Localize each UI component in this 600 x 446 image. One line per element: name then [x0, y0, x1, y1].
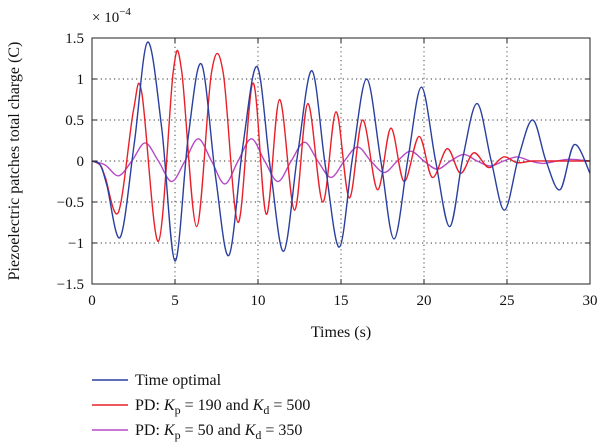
- legend-label-pd-50-350-mid: = 50 and: [181, 422, 245, 439]
- series-line-1: [91, 49, 590, 243]
- x-tick-label-0: 0: [88, 293, 96, 309]
- y-tick-label-6: 1.5: [65, 31, 84, 47]
- legend: Time optimal PD: Kp = 190 and Kd = 500 P…: [92, 372, 310, 442]
- legend-label-pd-190-500-post: = 500: [269, 397, 310, 414]
- legend-label-pd-190-500: PD: Kp = 190 and Kd = 500: [135, 397, 310, 417]
- y-tick-label-3: 0: [77, 154, 85, 170]
- y-axis-label: Piezoelectric patches total charge (C): [6, 42, 23, 281]
- x-tick-label-6: 30: [583, 293, 598, 309]
- y-tick-label-4: 0.5: [65, 113, 84, 129]
- x-tick-label-2: 10: [251, 293, 266, 309]
- x-tick-label-3: 15: [334, 293, 349, 309]
- y-tick-label-1: −1: [68, 236, 84, 252]
- legend-label-pd-50-350-s1: p: [175, 428, 181, 442]
- legend-item-pd-190-500: PD: Kp = 190 and Kd = 500: [92, 397, 310, 417]
- legend-label-pd-190-500-s1: p: [175, 403, 181, 417]
- legend-label-pd-190-500-k1: K: [163, 397, 176, 414]
- y-multiplier-exponent: −4: [119, 6, 131, 18]
- legend-label-pd-190-500-k2: K: [252, 397, 265, 414]
- series-line-2: [91, 138, 591, 185]
- legend-label-pd-50-350-k2: K: [244, 422, 257, 439]
- y-multiplier-base: × 10: [92, 10, 119, 26]
- legend-item-pd-50-350: PD: Kp = 50 and Kd = 350: [92, 422, 302, 442]
- x-tick-label-5: 25: [500, 293, 515, 309]
- legend-label-pd-190-500-s2: d: [263, 403, 269, 417]
- legend-label-pd-190-500-mid: = 190 and: [181, 397, 253, 414]
- x-axis-label: Times (s): [311, 324, 371, 341]
- y-tick-label-5: 1: [77, 72, 85, 88]
- y-multiplier: × 10−4: [92, 6, 131, 26]
- legend-label-pd-50-350-k1: K: [163, 422, 176, 439]
- legend-label-pd-50-350: PD: Kp = 50 and Kd = 350: [135, 422, 302, 442]
- y-tick-label-0: −1.5: [57, 277, 84, 293]
- series-line-0: [91, 41, 591, 262]
- legend-label-pd-50-350-pre: PD:: [135, 422, 164, 439]
- axis-ticks: 0 5 10 15 20 25 30 −1.5 −1 −0.5 0 0.5 1 1.5: [57, 31, 598, 309]
- legend-label-pd-190-500-pre: PD:: [135, 397, 164, 414]
- legend-label-pd-50-350-post: = 350: [261, 422, 302, 439]
- x-tick-label-1: 5: [171, 293, 179, 309]
- x-tick-label-4: 20: [417, 293, 432, 309]
- y-tick-label-2: −0.5: [57, 195, 84, 211]
- legend-item-time-optimal: Time optimal: [92, 372, 222, 389]
- series-lines: [91, 41, 591, 262]
- legend-label-time-optimal: Time optimal: [135, 372, 222, 389]
- legend-label-pd-50-350-s2: d: [255, 428, 261, 442]
